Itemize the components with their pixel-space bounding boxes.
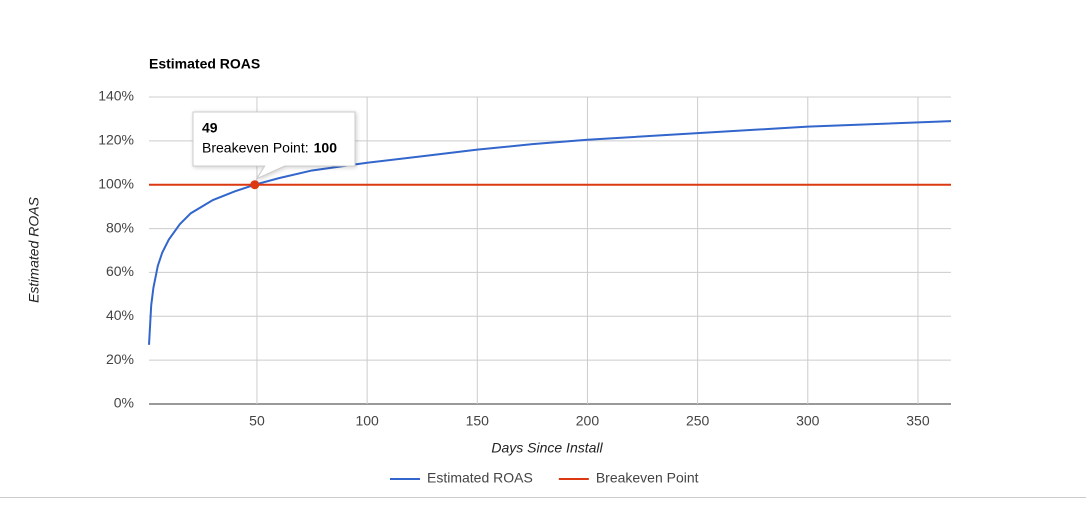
highlight-point <box>250 180 260 190</box>
legend-label: Estimated ROAS <box>427 470 533 486</box>
tooltip: 49 Breakeven Point: 100 <box>192 111 356 190</box>
y-axis-title: Estimated ROAS <box>26 196 42 302</box>
tooltip-value: 100 <box>314 140 338 156</box>
x-tick-label: 200 <box>576 413 600 429</box>
tooltip-label: Breakeven Point: <box>202 140 309 156</box>
x-tick-label: 300 <box>796 413 820 429</box>
x-tick-label: 250 <box>686 413 710 429</box>
y-tick-label: 40% <box>106 307 134 323</box>
y-tick-label: 20% <box>106 351 134 367</box>
y-tick-label: 100% <box>98 175 134 191</box>
x-tick-label: 350 <box>906 413 930 429</box>
grid: 0% 20% 40% 60% 80% 100% 120% 140% 50 100 150 200 250… <box>98 88 951 429</box>
y-tick-label: 0% <box>114 395 134 411</box>
legend: Estimated ROAS Breakeven Point <box>390 470 699 486</box>
x-tick-label: 150 <box>466 413 490 429</box>
x-tick-label: 50 <box>249 413 265 429</box>
y-tick-label: 80% <box>106 219 134 235</box>
y-tick-label: 140% <box>98 88 134 104</box>
chart-title: Estimated ROAS <box>149 56 260 72</box>
tooltip-x: 49 <box>202 120 218 136</box>
tooltip-box <box>192 111 356 180</box>
y-tick-label: 60% <box>106 263 134 279</box>
y-tick-label: 120% <box>98 132 134 148</box>
legend-label: Breakeven Point <box>596 470 699 486</box>
x-tick-label: 100 <box>355 413 379 429</box>
x-axis-title: Days Since Install <box>491 440 603 456</box>
